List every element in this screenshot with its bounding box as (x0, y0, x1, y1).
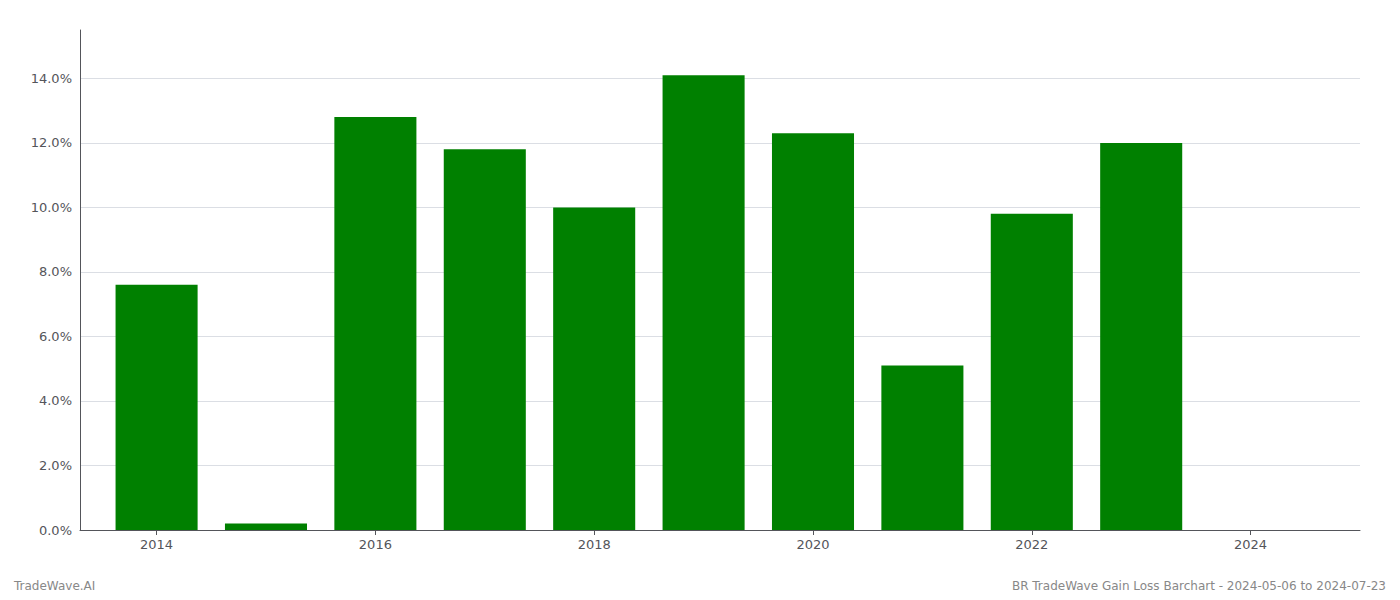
svg-text:14.0%: 14.0% (31, 71, 72, 86)
svg-text:4.0%: 4.0% (39, 393, 72, 408)
svg-text:2022: 2022 (1015, 537, 1048, 552)
svg-text:0.0%: 0.0% (39, 523, 72, 538)
svg-text:2020: 2020 (796, 537, 829, 552)
svg-text:2.0%: 2.0% (39, 458, 72, 473)
svg-text:12.0%: 12.0% (31, 135, 72, 150)
svg-text:2016: 2016 (359, 537, 392, 552)
svg-text:6.0%: 6.0% (39, 329, 72, 344)
svg-text:2018: 2018 (578, 537, 611, 552)
svg-text:2014: 2014 (140, 537, 173, 552)
svg-text:BR TradeWave Gain Loss Barchar: BR TradeWave Gain Loss Barchart - 2024-0… (1012, 579, 1386, 593)
svg-text:2024: 2024 (1234, 537, 1267, 552)
svg-text:TradeWave.AI: TradeWave.AI (13, 579, 95, 593)
svg-text:10.0%: 10.0% (31, 200, 72, 215)
svg-text:8.0%: 8.0% (39, 264, 72, 279)
